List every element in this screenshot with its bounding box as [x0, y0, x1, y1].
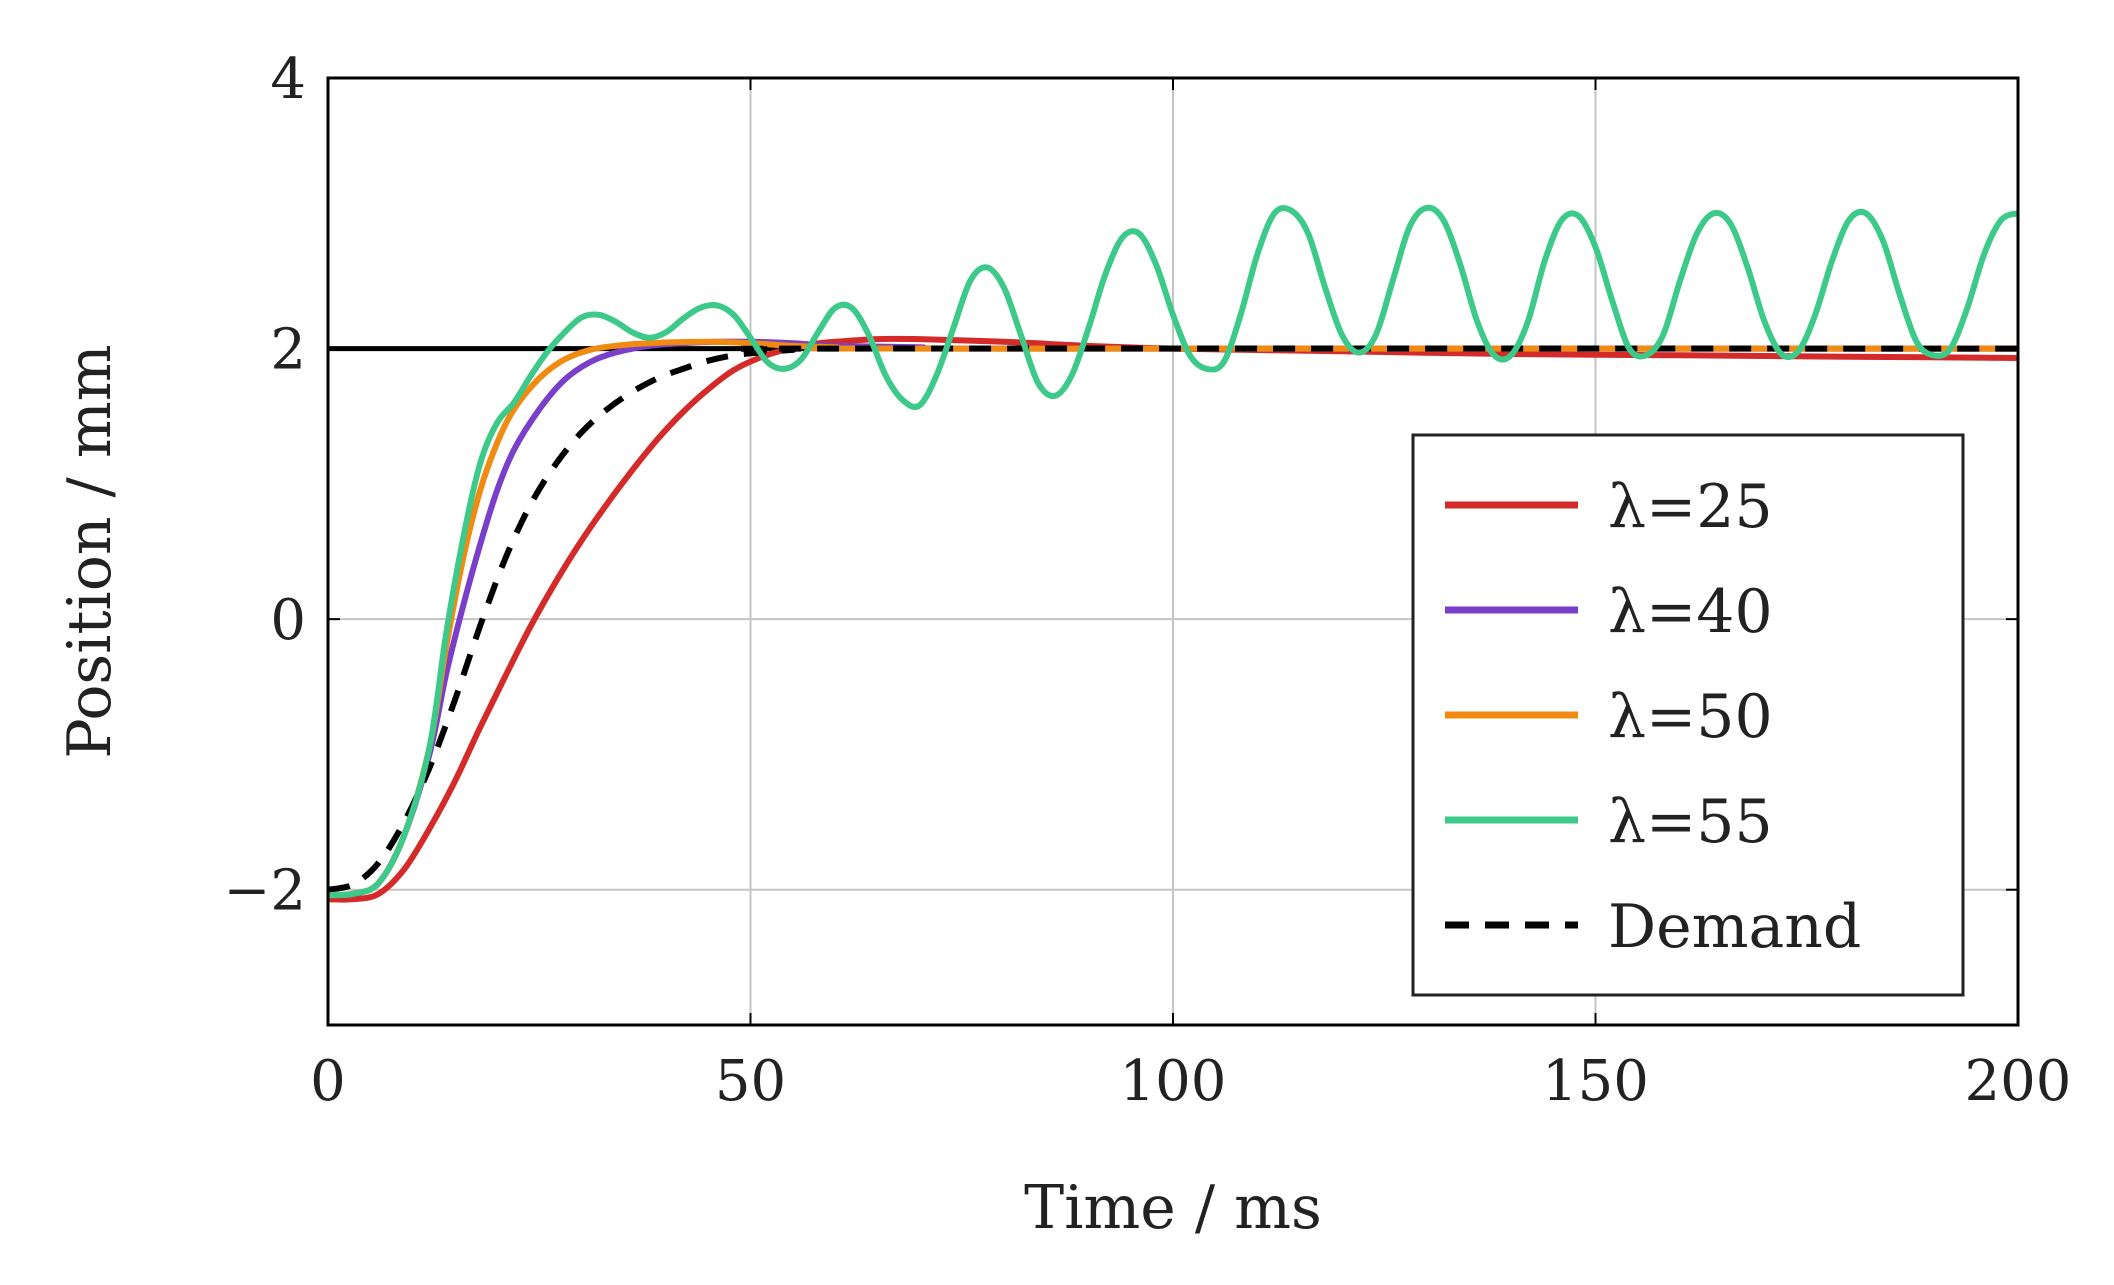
x-tick-label: 0 [310, 1049, 346, 1114]
legend-label-3: λ=55 [1608, 787, 1773, 857]
x-tick-label: 200 [1965, 1049, 2072, 1114]
series-line-4 [328, 345, 2018, 893]
y-tick-label: −2 [223, 859, 306, 924]
series-layer [328, 204, 2018, 903]
series-line-0 [328, 335, 2018, 903]
x-tick-label: 50 [715, 1049, 786, 1114]
legend-label-4: Demand [1608, 892, 1861, 962]
x-axis-label: Time / ms [1024, 1173, 1322, 1243]
series-line-3 [328, 204, 2018, 899]
legend-label-2: λ=50 [1608, 682, 1773, 752]
legend: λ=25 λ=40 λ=50 λ=55 Demand [1411, 433, 1965, 997]
y-tick-label: 0 [270, 588, 306, 653]
legend-label-0: λ=25 [1608, 472, 1773, 542]
x-tick-label: 150 [1542, 1049, 1649, 1114]
legend-label-1: λ=40 [1608, 577, 1773, 647]
y-tick-label: 2 [270, 318, 306, 383]
y-axis-label: Position / mm [55, 344, 125, 758]
tick-layer: 0 50 100 150 200 −2 0 2 4 [223, 47, 2071, 1114]
y-tick-label: 4 [270, 47, 306, 112]
x-tick-label: 100 [1120, 1049, 1227, 1114]
